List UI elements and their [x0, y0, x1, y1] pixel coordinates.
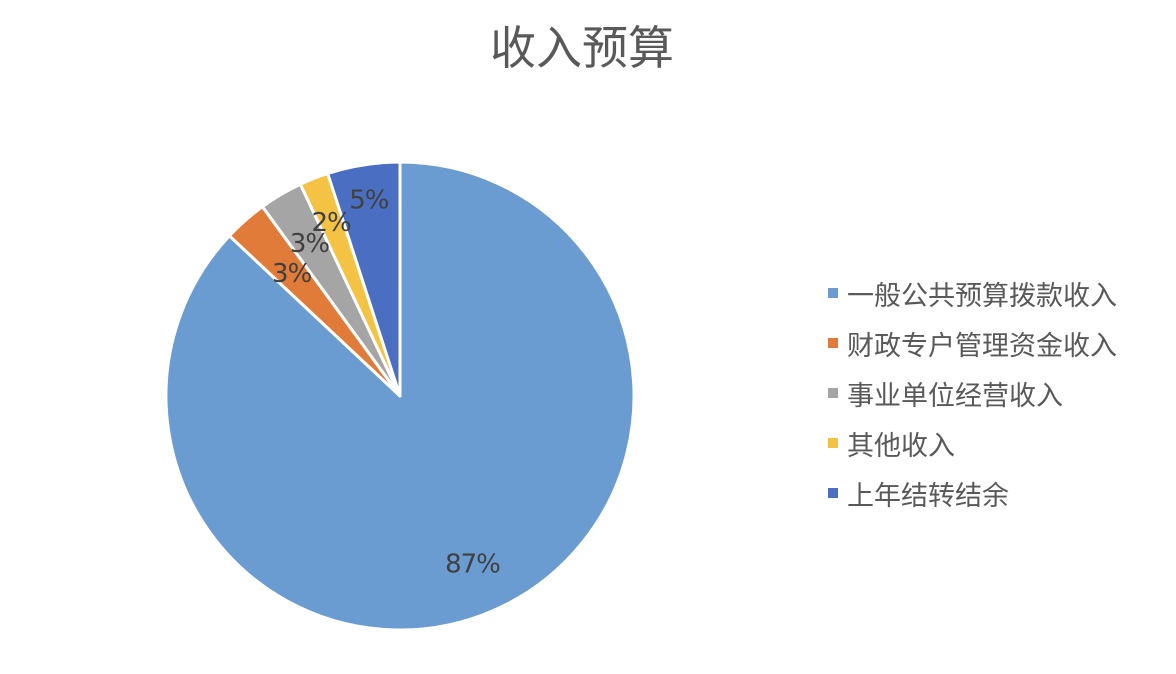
- legend-swatch: [828, 388, 838, 398]
- legend-item: 一般公共预算拨款收入: [828, 268, 1168, 318]
- pie-slice: [326, 160, 402, 398]
- legend-swatch: [828, 438, 838, 448]
- legend-item: 事业单位经营收入: [828, 368, 1168, 418]
- pie-data-label: 3%: [290, 229, 330, 259]
- pie-data-labels: 87%3%3%2%5%: [272, 186, 501, 580]
- legend-label: 一般公共预算拨款收入: [847, 280, 1117, 312]
- legend-swatch: [828, 288, 838, 298]
- legend-item: 上年结转结余: [828, 468, 1168, 518]
- legend-item: 财政专户管理资金收入: [828, 318, 1168, 368]
- chart-legend: 一般公共预算拨款收入 财政专户管理资金收入 事业单位经营收入 其他收入上年结转结余: [828, 268, 1168, 518]
- pie-slices: [164, 160, 636, 632]
- chart-title: 收入预算: [490, 21, 674, 75]
- legend-label: 财政专户管理资金收入: [847, 330, 1117, 362]
- legend-label: 上年结转结余: [847, 480, 1009, 512]
- pie-data-label: 3%: [272, 259, 312, 289]
- legend-swatch: [828, 488, 838, 498]
- legend-swatch: [828, 338, 838, 348]
- legend-item: 其他收入: [828, 418, 1168, 468]
- pie-data-label: 2%: [311, 208, 351, 238]
- pie-data-label: 87%: [445, 550, 500, 580]
- pie-data-label: 5%: [349, 186, 389, 216]
- legend-label: 事业单位经营收入: [847, 380, 1063, 412]
- legend-label: 其他收入: [847, 430, 955, 462]
